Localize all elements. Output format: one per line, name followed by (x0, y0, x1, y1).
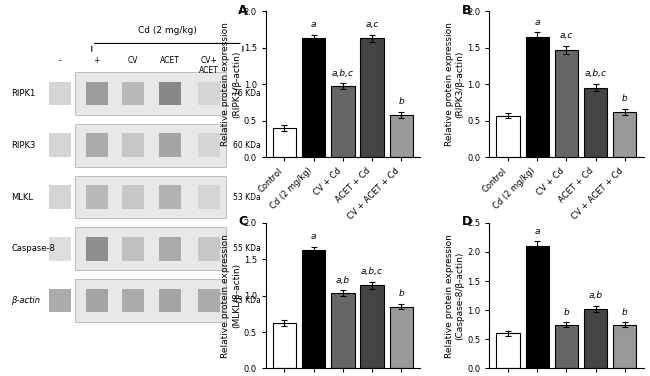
Text: A: A (238, 4, 248, 17)
Text: a,c: a,c (560, 32, 573, 41)
Text: a: a (311, 20, 317, 29)
Bar (75, 176, 226, 218)
Text: CV: CV (128, 56, 138, 65)
Bar (613, 325, 636, 368)
Bar (159, 133, 181, 157)
Text: RIPK3: RIPK3 (11, 141, 36, 150)
Text: a: a (534, 18, 540, 27)
Text: a: a (311, 232, 317, 241)
Text: 55 KDa: 55 KDa (233, 244, 261, 253)
Bar (122, 185, 144, 209)
Text: 53 KDa: 53 KDa (233, 193, 261, 202)
Text: a,b: a,b (588, 291, 603, 300)
Text: C: C (238, 215, 247, 228)
Y-axis label: Relative protein expression
(RIPK3/β-actin): Relative protein expression (RIPK3/β-act… (445, 22, 464, 146)
Text: ACET: ACET (160, 56, 179, 65)
Bar (49, 237, 71, 261)
Bar (497, 115, 520, 157)
Text: Caspase-8: Caspase-8 (11, 244, 55, 253)
Text: +: + (94, 56, 100, 65)
Text: a: a (534, 226, 540, 235)
Bar (497, 334, 520, 368)
Bar (198, 237, 220, 261)
Bar (526, 37, 549, 157)
Bar (302, 38, 325, 157)
Text: 76 KDa: 76 KDa (233, 89, 261, 98)
Text: a,b,c: a,b,c (361, 267, 383, 276)
Bar (75, 279, 226, 322)
Bar (122, 82, 144, 105)
Bar (86, 133, 108, 157)
Text: a,c: a,c (365, 20, 379, 29)
Bar (302, 250, 325, 368)
Bar (331, 293, 354, 368)
Bar (159, 289, 181, 312)
Text: B: B (462, 4, 471, 17)
Bar (159, 237, 181, 261)
Text: b: b (398, 289, 404, 298)
Text: CV+
ACET: CV+ ACET (199, 56, 218, 75)
Bar (584, 88, 607, 157)
Text: a,b,c: a,b,c (584, 69, 606, 78)
Bar (49, 289, 71, 312)
Bar (273, 323, 296, 368)
Text: b: b (622, 94, 628, 103)
Bar (273, 128, 296, 157)
Text: RIPK1: RIPK1 (11, 89, 36, 98)
Bar (75, 72, 226, 115)
Bar (198, 133, 220, 157)
Bar (159, 185, 181, 209)
Y-axis label: Relative protein expression
(RIPK1/β-actin): Relative protein expression (RIPK1/β-act… (222, 22, 240, 146)
Bar (360, 38, 384, 157)
Bar (86, 289, 108, 312)
Bar (49, 185, 71, 209)
Text: 60 KDa: 60 KDa (233, 141, 261, 150)
Bar (86, 82, 108, 105)
Bar (198, 185, 220, 209)
Text: D: D (462, 215, 472, 228)
Bar (526, 246, 549, 368)
Bar (49, 133, 71, 157)
Bar (554, 50, 578, 157)
Bar (75, 227, 226, 270)
Bar (159, 82, 181, 105)
Text: a,b,c: a,b,c (332, 68, 354, 77)
Text: -: - (58, 56, 62, 65)
Y-axis label: Relative protein expression
(MLKL/β-actin): Relative protein expression (MLKL/β-acti… (222, 233, 240, 358)
Text: MLKL: MLKL (11, 193, 33, 202)
Bar (198, 289, 220, 312)
Bar (122, 133, 144, 157)
Text: 43 KDa: 43 KDa (233, 296, 261, 305)
Bar (389, 306, 413, 368)
Bar (75, 124, 226, 167)
Text: b: b (622, 308, 628, 317)
Bar (122, 289, 144, 312)
Text: a,b: a,b (336, 276, 350, 285)
Bar (122, 237, 144, 261)
Y-axis label: Relative protein expression
(Caspase-8/β-actin): Relative protein expression (Caspase-8/β… (445, 233, 464, 358)
Text: β-actin: β-actin (11, 296, 40, 305)
Bar (613, 112, 636, 157)
Bar (198, 82, 220, 105)
Bar (554, 325, 578, 368)
Bar (86, 185, 108, 209)
Text: b: b (398, 97, 404, 106)
Bar (86, 237, 108, 261)
Text: b: b (564, 308, 569, 317)
Bar (360, 285, 384, 368)
Bar (331, 86, 354, 157)
Bar (389, 115, 413, 157)
Bar (584, 309, 607, 368)
Text: Cd (2 mg/kg): Cd (2 mg/kg) (138, 26, 197, 35)
Bar (49, 82, 71, 105)
